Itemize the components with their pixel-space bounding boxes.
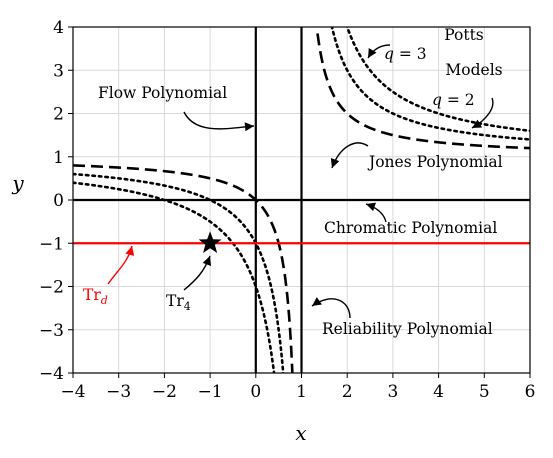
annotation-q3-value: = 3: [394, 45, 427, 63]
x-axis-label: x: [295, 421, 306, 445]
arrow-jones-head: [330, 158, 340, 168]
annotation-jones-polynomial: Jones Polynomial: [367, 153, 503, 171]
annotation-q3-symbol: q: [384, 45, 394, 63]
x-tick-label: −4: [60, 382, 85, 402]
x-tick-label: 4: [433, 382, 444, 402]
arrow-trd-head: [125, 246, 135, 256]
y-tick-label: 1: [53, 148, 64, 168]
x-tick-label: 2: [342, 382, 353, 402]
annotation-q3: q = 3: [384, 45, 427, 63]
arrow-chromatic-head: [366, 202, 376, 212]
y-tick-label: 2: [53, 105, 64, 125]
y-tick-label: −4: [39, 364, 64, 384]
arrow-reliability-head: [312, 297, 322, 306]
arrow-q3-head: [368, 47, 377, 58]
annotation-q2-symbol: q: [432, 91, 442, 109]
series-potts_q2: [73, 27, 530, 373]
x-tick-label: 0: [250, 382, 261, 402]
y-tick-label: −2: [39, 278, 64, 298]
annotation-q2: q = 2: [432, 91, 475, 109]
annotation-tr4: Tr4: [166, 292, 191, 313]
series-potts_q3: [73, 27, 530, 373]
star-marker: [198, 231, 222, 253]
x-tick-label: 6: [525, 382, 536, 402]
y-tick-label: 4: [53, 18, 64, 38]
annotation-flow-polynomial: Flow Polynomial: [98, 84, 227, 102]
x-tick-label: −3: [106, 382, 131, 402]
annotation-potts: Potts: [444, 26, 484, 44]
annotation-arrows: [107, 44, 494, 319]
annotation-trd: Trd: [83, 286, 108, 307]
annotation-tr4-main: Tr: [166, 292, 184, 310]
x-tick-label: 1: [296, 382, 307, 402]
series-jones: [73, 27, 530, 373]
annotation-chromatic-polynomial: Chromatic Polynomial: [324, 219, 497, 237]
y-axis-label: y: [11, 171, 24, 195]
arrow-flow: [183, 111, 255, 130]
annotation-models: Models: [445, 61, 502, 79]
y-tick-label: 3: [53, 61, 64, 81]
y-tick-label: −1: [39, 234, 64, 254]
series-layer: [73, 27, 530, 373]
x-tick-label: −2: [152, 382, 177, 402]
ticks: −4 −3 −2 −1 0 1 2 3 4 5 6 −4 −3 −2 −1 0 1 2 3 4: [39, 18, 535, 402]
x-tick-label: −1: [198, 382, 223, 402]
y-tick-label: 0: [53, 191, 64, 211]
x-tick-label: 5: [479, 382, 490, 402]
arrow-flow-head: [244, 122, 254, 132]
marker-layer: [198, 231, 222, 253]
arrow-q2-head: [472, 119, 483, 128]
y-tick-label: −3: [39, 321, 64, 341]
x-tick-label: 3: [387, 382, 398, 402]
arrow-tr4-head: [202, 256, 212, 267]
annotation-trd-sub: d: [101, 294, 108, 307]
annotation-tr4-sub: 4: [184, 300, 191, 313]
arrow-jones: [331, 142, 369, 169]
annotation-trd-main: Tr: [83, 286, 101, 304]
annotation-reliability-polynomial: Reliability Polynomial: [322, 320, 493, 338]
annotation-q2-value: = 2: [442, 91, 475, 109]
